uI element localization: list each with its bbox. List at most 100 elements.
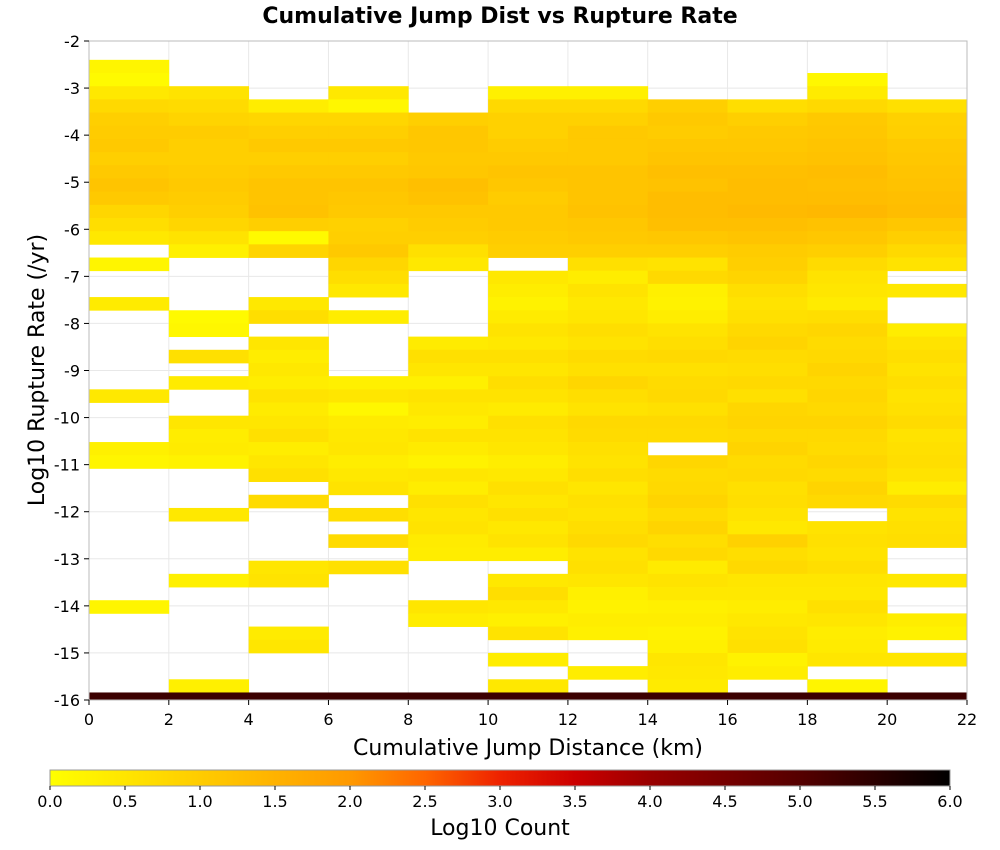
- heatmap-cell: [248, 573, 329, 588]
- heatmap-cell: [727, 270, 808, 285]
- heatmap-cell: [248, 191, 329, 206]
- heatmap-cell: [408, 600, 489, 614]
- heatmap-cell: [647, 257, 728, 272]
- heatmap-cell: [887, 231, 968, 245]
- heatmap-cell: [89, 165, 170, 179]
- heatmap-cell: [647, 600, 728, 614]
- heatmap-cell: [488, 86, 569, 100]
- heatmap-cell: [248, 428, 329, 443]
- heatmap-cell: [727, 362, 808, 377]
- heatmap-cell: [727, 494, 808, 509]
- heatmap-cell: [567, 310, 649, 324]
- heatmap-cell: [807, 415, 888, 430]
- heatmap-cell: [727, 521, 808, 535]
- heatmap-cell: [408, 178, 489, 193]
- heatmap-cell: [488, 507, 569, 522]
- heatmap-cell: [488, 152, 569, 166]
- heatmap-cell: [328, 112, 409, 127]
- heatmap-cell: [567, 455, 649, 469]
- heatmap-cell: [567, 270, 649, 285]
- heatmap-cell: [727, 125, 808, 140]
- heatmap-cell: [168, 86, 250, 100]
- heatmap-cell: [807, 323, 888, 338]
- heatmap-cell: [887, 376, 968, 390]
- heatmap-cell: [89, 231, 170, 245]
- heatmap-cell: [248, 442, 329, 456]
- heatmap-cell: [408, 231, 489, 245]
- heatmap-cell: [248, 468, 329, 482]
- heatmap-cell: [567, 521, 649, 535]
- heatmap-cell: [807, 679, 888, 693]
- heatmap-cell: [248, 99, 329, 113]
- heatmap-cell: [887, 521, 968, 535]
- heatmap-cell: [328, 283, 409, 298]
- heatmap-cell: [408, 152, 489, 166]
- heatmap-cell: [89, 99, 170, 113]
- heatmap-cell: [248, 125, 329, 140]
- heatmap-cell: [168, 138, 250, 153]
- heatmap-cell: [488, 297, 569, 311]
- heatmap-cell: [807, 442, 888, 456]
- heatmap-cell: [807, 573, 888, 588]
- heatmap-cell: [647, 639, 728, 654]
- heatmap-cell: [488, 310, 569, 324]
- heatmap-cell: [89, 178, 170, 193]
- colorbar-tick-label: 3.0: [487, 792, 512, 811]
- heatmap-cell: [488, 428, 569, 443]
- heatmap-cell: [887, 455, 968, 469]
- heatmap-cell: [328, 402, 409, 417]
- heatmap-cell: [567, 428, 649, 443]
- x-tick-label: 2: [164, 710, 174, 729]
- heatmap-cell: [328, 455, 409, 469]
- heatmap-cell: [807, 125, 888, 140]
- heatmap-cell: [727, 389, 808, 403]
- x-tick-label: 0: [84, 710, 94, 729]
- heatmap-cell: [488, 481, 569, 496]
- heatmap-cell: [567, 349, 649, 364]
- heatmap-cell: [328, 481, 409, 496]
- heatmap-cell: [488, 455, 569, 469]
- heatmap-cell: [488, 692, 569, 701]
- heatmap-cell: [807, 521, 888, 535]
- colorbar-tick-label: 0.5: [112, 792, 137, 811]
- heatmap-cell: [488, 191, 569, 206]
- colorbar-tick-label: 4.0: [637, 792, 662, 811]
- y-tick-label: -3: [64, 79, 80, 98]
- heatmap-cell: [488, 679, 569, 693]
- heatmap-cell: [887, 481, 968, 496]
- heatmap-cell: [488, 336, 569, 351]
- heatmap-cell: [408, 217, 489, 232]
- heatmap-cell: [807, 204, 888, 219]
- heatmap-cell: [647, 244, 728, 258]
- heatmap-cell: [647, 336, 728, 351]
- heatmap-cell: [727, 217, 808, 232]
- heatmap-cell: [647, 152, 728, 166]
- y-tick-label: -8: [64, 314, 80, 333]
- heatmap-cell: [328, 442, 409, 456]
- heatmap-cells: [89, 59, 968, 701]
- heatmap-cell: [727, 652, 808, 667]
- heatmap-cell: [408, 692, 489, 701]
- chart-title: Cumulative Jump Dist vs Rupture Rate: [262, 4, 737, 29]
- heatmap-cell: [168, 244, 250, 258]
- heatmap-cell: [248, 138, 329, 153]
- heatmap-cell: [807, 587, 888, 601]
- heatmap-cell: [807, 310, 888, 324]
- heatmap-cell: [727, 442, 808, 456]
- heatmap-cell: [328, 692, 409, 701]
- y-tick-label: -13: [54, 550, 80, 569]
- x-tick-label: 12: [558, 710, 578, 729]
- heatmap-cell: [567, 217, 649, 232]
- heatmap-cell: [807, 270, 888, 285]
- heatmap-cell: [807, 231, 888, 245]
- heatmap-cell: [567, 362, 649, 377]
- heatmap-cell: [567, 244, 649, 258]
- heatmap-cell: [408, 455, 489, 469]
- heatmap-cell: [567, 692, 649, 701]
- heatmap-cell: [567, 191, 649, 206]
- heatmap-cell: [248, 217, 329, 232]
- heatmap-cell: [168, 112, 250, 127]
- heatmap-cell: [887, 428, 968, 443]
- heatmap-cell: [647, 178, 728, 193]
